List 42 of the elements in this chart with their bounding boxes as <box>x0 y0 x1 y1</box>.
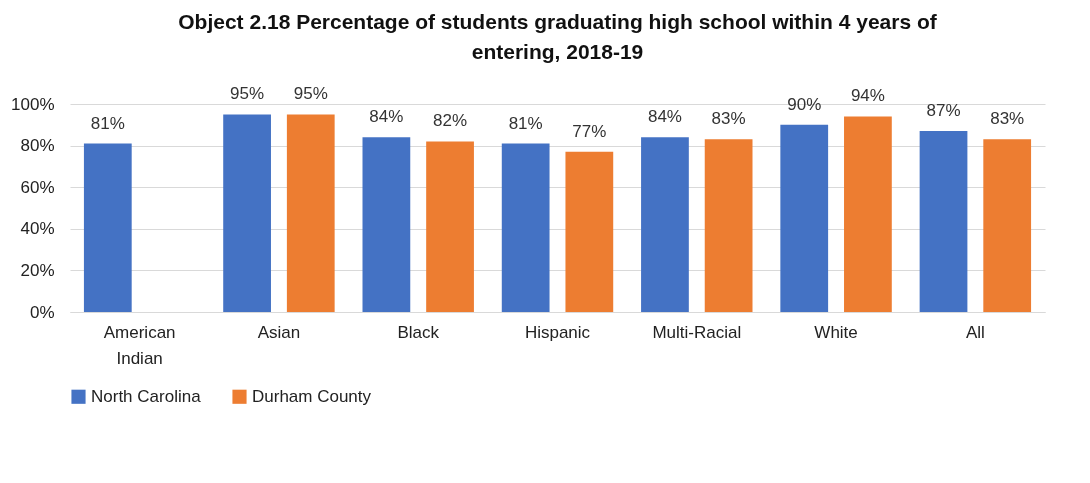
bar <box>426 141 474 312</box>
bar <box>362 137 411 312</box>
x-tick-label: White <box>814 322 858 342</box>
bar <box>983 139 1032 312</box>
bar <box>286 114 335 312</box>
bar <box>223 114 271 312</box>
y-tick-label: 80% <box>20 136 55 156</box>
data-label: 83% <box>711 109 746 129</box>
data-label: 81% <box>90 113 125 133</box>
y-tick-label: 100% <box>11 94 55 114</box>
bar <box>641 137 689 312</box>
data-label: 87% <box>926 101 961 121</box>
data-label: 95% <box>230 84 265 104</box>
y-tick-label: 60% <box>20 177 55 197</box>
data-label: 81% <box>508 113 543 133</box>
data-label: 84% <box>369 107 404 127</box>
bar <box>844 116 892 312</box>
x-tick-label: Asian <box>257 322 301 342</box>
data-label: 90% <box>787 94 822 114</box>
legend-label: Durham County <box>252 386 372 406</box>
data-label: 82% <box>433 111 468 131</box>
bar <box>565 151 614 312</box>
x-tick-label: American Indian <box>103 322 176 368</box>
bar <box>919 131 968 312</box>
bar <box>780 124 829 312</box>
bar <box>501 143 550 312</box>
x-tick-label: Black <box>397 322 440 342</box>
data-label: 83% <box>990 109 1025 129</box>
data-label: 95% <box>293 84 328 104</box>
y-tick-label: 0% <box>29 302 55 322</box>
x-tick-label: Multi-Racial <box>652 322 742 342</box>
data-label: 84% <box>647 107 682 127</box>
y-tick-label: 20% <box>20 260 55 280</box>
y-tick-label: 40% <box>20 219 55 239</box>
chart-title: Object 2.18 Percentage of students graduating high school within 4 years of entering, 2018-19 <box>178 10 938 64</box>
bar <box>704 139 753 312</box>
legend-label: North Carolina <box>91 386 202 406</box>
data-label: 94% <box>850 86 885 106</box>
data-label: 77% <box>572 121 607 141</box>
x-tick-label: Hispanic <box>524 322 591 342</box>
x-tick-label: All <box>965 322 985 342</box>
bar <box>83 143 132 312</box>
